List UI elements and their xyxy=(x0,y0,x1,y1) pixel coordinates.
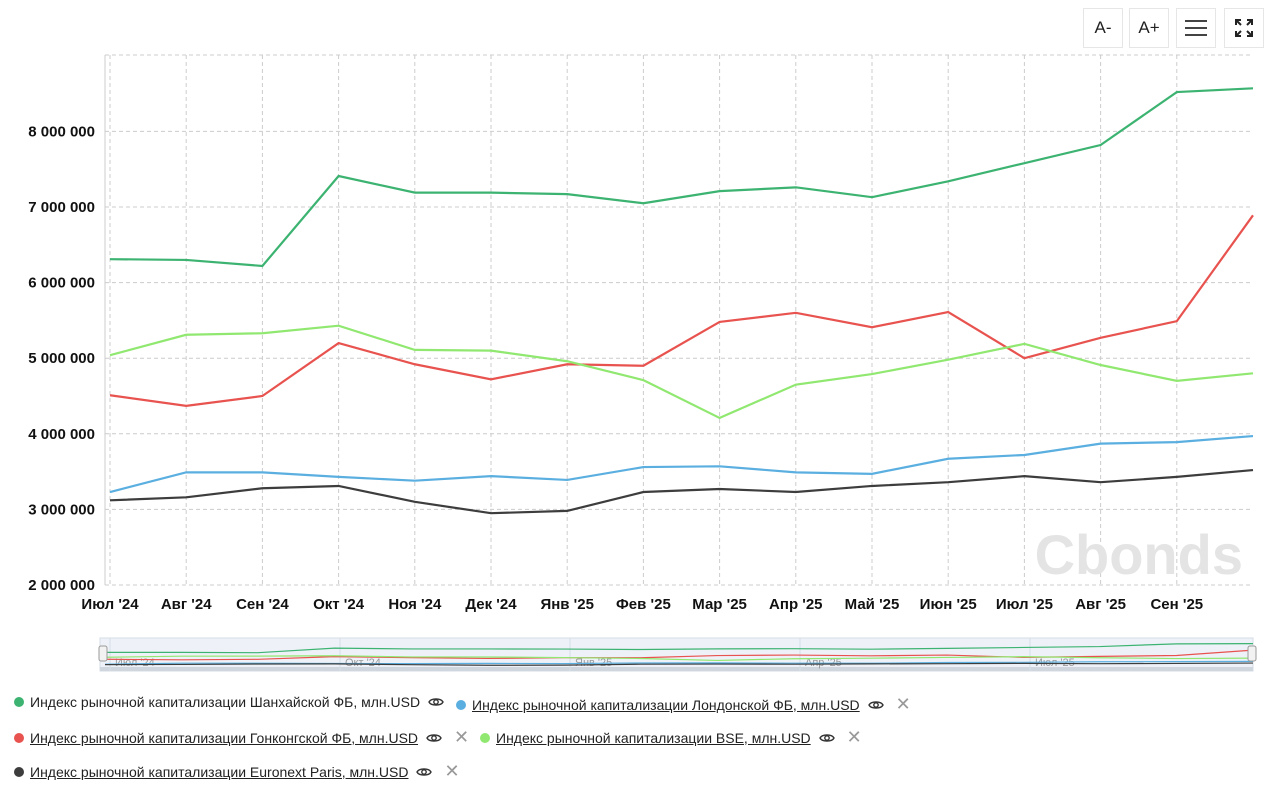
y-tick-label: 4 000 000 xyxy=(28,426,95,443)
navigator-handle-left[interactable] xyxy=(98,645,108,662)
watermark-logo: Cbonds xyxy=(1035,523,1243,586)
legend-color-dot xyxy=(480,732,490,743)
navigator-series-1 xyxy=(104,660,1254,665)
navigator-series-3 xyxy=(104,655,1254,662)
series-line-1[interactable] xyxy=(109,434,1254,494)
y-tick-label: 3 000 000 xyxy=(28,501,95,518)
y-tick-label: 5 000 000 xyxy=(28,350,95,367)
legend-item[interactable]: Индекс рыночной капитализации Лондонской… xyxy=(456,694,911,715)
series-line-4[interactable] xyxy=(109,468,1254,515)
y-tick-label: 7 000 000 xyxy=(28,199,95,216)
x-tick-label: Ноя '24 xyxy=(388,596,442,613)
legend-item[interactable]: Индекс рыночной капитализации Euronext P… xyxy=(14,761,460,782)
legend-item[interactable]: Индекс рыночной капитализации BSE, млн.U… xyxy=(480,727,862,748)
navigator-scrollbar[interactable] xyxy=(100,667,1253,671)
x-tick-label: Мар '25 xyxy=(692,596,747,613)
legend-label[interactable]: Индекс рыночной капитализации Шанхайской… xyxy=(30,694,421,710)
x-tick-label: Апр '25 xyxy=(769,596,822,613)
eye-icon[interactable] xyxy=(416,766,433,778)
font-larger-button[interactable]: A+ xyxy=(1129,8,1169,48)
close-icon[interactable]: ✕ xyxy=(454,727,470,747)
x-tick-label: Сен '24 xyxy=(236,596,289,613)
x-tick-label: Авг '25 xyxy=(1075,596,1126,613)
legend-label[interactable]: Индекс рыночной капитализации Лондонской… xyxy=(472,696,860,713)
x-tick-label: Окт '24 xyxy=(313,596,365,613)
series-line-3[interactable] xyxy=(109,324,1254,420)
navigator-handle-right[interactable] xyxy=(1247,645,1257,662)
y-tick-label: 8 000 000 xyxy=(28,123,95,140)
x-tick-label: Июл '24 xyxy=(81,596,139,613)
eye-icon[interactable] xyxy=(818,732,835,744)
navigator[interactable] xyxy=(99,637,1254,672)
x-tick-label: Фев '25 xyxy=(616,596,671,613)
legend-color-dot xyxy=(14,766,24,777)
x-tick-label: Май '25 xyxy=(845,596,900,613)
x-tick-label: Авг '24 xyxy=(161,596,212,613)
eye-icon[interactable] xyxy=(426,732,442,744)
x-tick-label: Июл '25 xyxy=(996,596,1053,613)
fullscreen-button[interactable] xyxy=(1224,8,1264,48)
legend-color-dot xyxy=(14,732,24,743)
menu-button[interactable] xyxy=(1176,8,1216,48)
legend-color-dot xyxy=(456,699,466,710)
navigator-series-0 xyxy=(104,643,1254,654)
series-line-0[interactable] xyxy=(109,87,1254,268)
x-tick-label: Сен '25 xyxy=(1150,596,1203,613)
legend-color-dot xyxy=(14,697,24,707)
series-line-2[interactable] xyxy=(109,214,1254,407)
legend-label[interactable]: Индекс рыночной капитализации BSE, млн.U… xyxy=(496,729,811,746)
font-smaller-button[interactable]: A- xyxy=(1083,8,1123,48)
expand-icon xyxy=(1235,19,1253,37)
y-tick-label: 6 000 000 xyxy=(28,275,95,292)
legend-label[interactable]: Индекс рыночной капитализации Euronext P… xyxy=(30,763,409,780)
x-tick-label: Дек '24 xyxy=(465,596,517,613)
navigator-series-4 xyxy=(104,662,1254,666)
eye-icon[interactable] xyxy=(867,699,884,711)
close-icon[interactable]: ✕ xyxy=(444,761,460,781)
line-chart: 2 000 000 3 000 000 4 000 000 5 000 000 6 00… xyxy=(28,54,1257,672)
legend-label[interactable]: Индекс рыночной капитализации Гонконгско… xyxy=(30,729,419,746)
hamburger-icon xyxy=(1185,20,1207,36)
legend-item[interactable]: Индекс рыночной капитализации Гонконгско… xyxy=(14,727,469,748)
y-tick-label: 2 000 000 xyxy=(28,577,95,594)
legend-item[interactable]: Индекс рыночной капитализации Шанхайской… xyxy=(14,694,444,710)
close-icon[interactable]: ✕ xyxy=(895,694,911,714)
close-icon[interactable]: ✕ xyxy=(846,727,862,747)
eye-icon[interactable] xyxy=(428,696,444,708)
x-tick-label: Июн '25 xyxy=(920,596,977,613)
x-tick-label: Янв '25 xyxy=(540,596,593,613)
